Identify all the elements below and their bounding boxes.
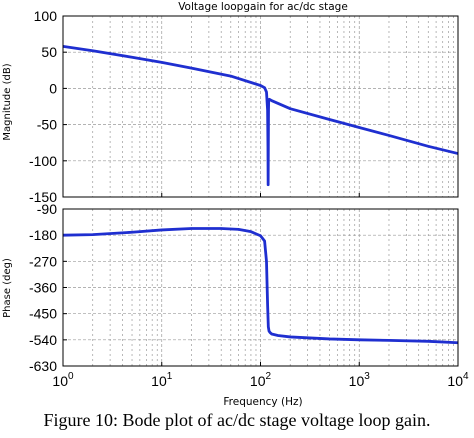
magnitude-y-tick-label: -150 bbox=[29, 189, 57, 205]
x-tick-label: 104 bbox=[447, 371, 469, 389]
phase-y-tick-label: -360 bbox=[29, 280, 57, 296]
magnitude-y-tick-label: 50 bbox=[41, 44, 57, 60]
phase-y-tick-label: -270 bbox=[29, 253, 57, 269]
x-tick-label: 101 bbox=[151, 371, 173, 389]
phase-axis-label: Phase (deg) bbox=[2, 258, 13, 318]
phase-y-tick-label: -630 bbox=[29, 358, 57, 374]
x-tick-label: 100 bbox=[52, 371, 74, 389]
phase-y-tick-label: -450 bbox=[29, 306, 57, 322]
phase-y-tick-label: -180 bbox=[29, 227, 57, 243]
x-tick-label: 102 bbox=[250, 371, 272, 389]
magnitude-axes-frame bbox=[62, 15, 459, 198]
x-tick-label: 103 bbox=[349, 371, 371, 389]
magnitude-y-tick-label: -50 bbox=[37, 117, 57, 133]
magnitude-panel: 100 50 0 -50 -100 -150 bbox=[29, 8, 459, 205]
magnitude-y-tick-label: -100 bbox=[29, 153, 57, 169]
phase-y-tick-label: -540 bbox=[29, 332, 57, 348]
frequency-axis-label: Frequency (Hz) bbox=[223, 396, 302, 408]
figure-caption: Figure 10: Bode plot of ac/dc stage volt… bbox=[43, 410, 431, 430]
magnitude-trace bbox=[62, 45, 459, 187]
magnitude-axis-label: Magnitude (dB) bbox=[2, 63, 13, 140]
magnitude-y-tick-label: 100 bbox=[34, 8, 58, 24]
magnitude-y-tick-label: 0 bbox=[49, 80, 57, 96]
phase-axes-frame bbox=[62, 208, 459, 367]
magnitude-grid bbox=[63, 16, 458, 197]
phase-y-tick-label: -90 bbox=[37, 201, 57, 217]
phase-trace bbox=[62, 227, 459, 345]
chart-title: Voltage loopgain for ac/dc stage bbox=[178, 1, 348, 13]
